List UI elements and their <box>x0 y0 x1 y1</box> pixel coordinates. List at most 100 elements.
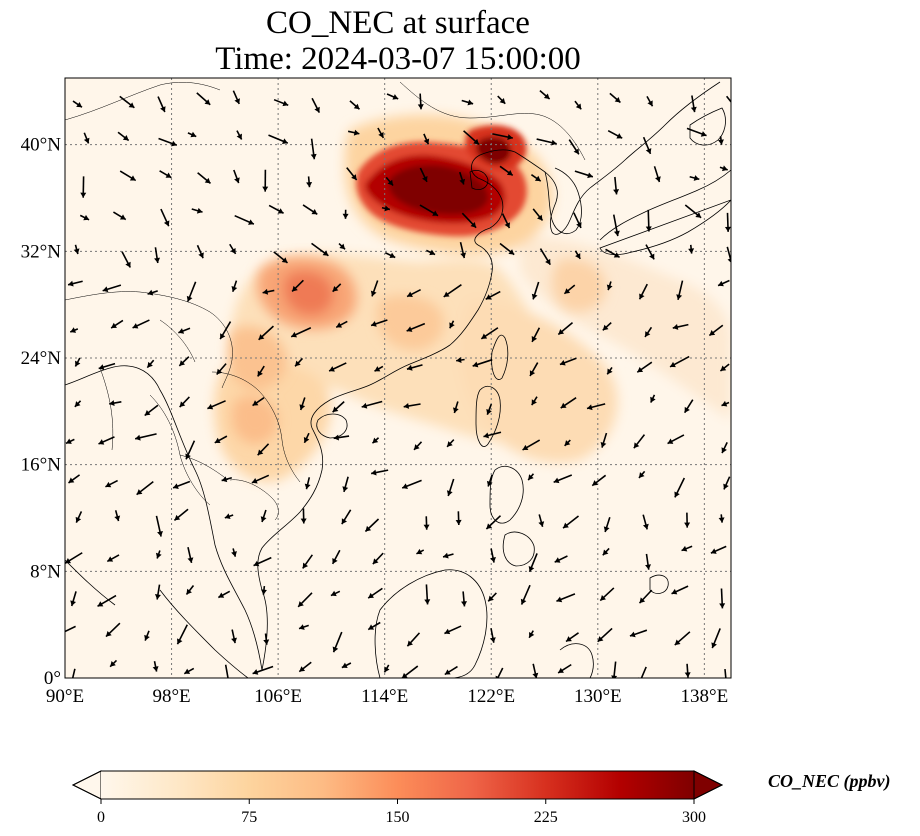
wind-arrow <box>332 631 343 653</box>
wind-arrow <box>185 440 196 460</box>
country-borders <box>65 81 586 521</box>
map-title: CO_NEC at surface <box>266 5 530 41</box>
wind-arrow <box>539 248 551 266</box>
wind-arrow <box>268 204 284 214</box>
lon-tick-label: 122°E <box>467 686 515 707</box>
wind-arrow <box>106 554 120 563</box>
lat-tick-label: 40°N <box>21 135 62 156</box>
wind-arrow <box>486 474 493 487</box>
wind-arrow <box>461 212 477 229</box>
wind-arrow <box>721 442 728 454</box>
wind-arrow <box>178 356 190 367</box>
wind-arrow <box>458 171 466 185</box>
wind-arrow <box>109 659 118 668</box>
colorbar-extend-max <box>693 770 724 800</box>
wind-arrow <box>492 133 513 141</box>
lon-tick-label: 90°E <box>46 686 84 707</box>
wind-arrow <box>178 327 191 334</box>
wind-arrow <box>719 363 730 372</box>
wind-arrow <box>599 587 615 602</box>
wind-arrow <box>574 100 582 110</box>
wind-arrow <box>253 556 272 567</box>
wind-arrow <box>119 95 135 109</box>
wind-arrow <box>159 170 172 179</box>
wind-arrow <box>554 555 568 563</box>
wind-arrow <box>232 90 240 105</box>
wind-arrow <box>586 403 606 411</box>
wind-arrow <box>602 547 610 556</box>
wind-arrow <box>463 130 480 146</box>
wind-arrow <box>487 592 497 602</box>
wind-arrow <box>299 397 306 411</box>
lat-tick-label: 8°N <box>30 561 61 582</box>
wind-arrow <box>497 95 506 105</box>
wind-arrow <box>67 280 83 287</box>
wind-arrow <box>520 584 531 605</box>
coastlines <box>65 81 731 678</box>
wind-arrow <box>674 477 686 498</box>
wind-arrow <box>531 281 540 300</box>
wind-arrow <box>214 435 228 444</box>
wind-arrow <box>216 363 227 376</box>
wind-arrow <box>573 212 582 229</box>
wind-arrow <box>403 403 421 409</box>
wind-arrow <box>490 548 496 563</box>
wind-arrow <box>710 545 727 554</box>
wind-arrow <box>361 400 383 409</box>
wind-arrow <box>311 242 329 257</box>
wind-arrow <box>381 205 391 212</box>
wind-arrow <box>522 439 541 451</box>
wind-arrow <box>446 439 455 448</box>
wind-arrow <box>461 591 468 607</box>
wind-arrow <box>386 93 399 100</box>
wind-arrow <box>472 358 493 368</box>
wind-arrow <box>723 476 731 490</box>
wind-arrow <box>187 547 194 564</box>
wind-arrow <box>371 437 380 444</box>
wind-arrow <box>609 92 621 104</box>
lat-tick-label: 32°N <box>21 241 62 262</box>
wind-arrow <box>342 476 349 493</box>
wind-arrow <box>485 515 502 530</box>
wind-arrow <box>224 664 229 678</box>
wind-arrow <box>377 127 385 139</box>
wind-arrow <box>417 93 424 110</box>
lon-tick-label: 106°E <box>254 686 302 707</box>
wind-arrow <box>231 629 237 644</box>
wind-arrow <box>557 322 574 336</box>
colorbar-label: CO_NEC (ppbv) <box>768 771 891 791</box>
wind-arrow <box>646 95 654 107</box>
wind-arrow <box>341 662 352 669</box>
wind-arrow <box>69 327 79 333</box>
wind-arrow <box>114 510 121 522</box>
wind-arrow <box>461 99 474 106</box>
wind-arrow <box>370 319 388 327</box>
wind-arrow <box>605 248 620 259</box>
wind-arrow <box>559 357 577 366</box>
wind-arrow <box>183 667 195 675</box>
colorbar-tick-label: 0 <box>97 809 105 826</box>
wind-arrow <box>406 632 421 647</box>
wind-arrow <box>347 129 360 136</box>
wind-arrow <box>452 401 459 414</box>
wind-arrow <box>563 284 576 295</box>
wind-arrow <box>536 138 557 146</box>
wind-arrow <box>444 665 458 676</box>
wind-arrow <box>718 514 725 523</box>
wind-arrow <box>251 474 270 484</box>
wind-arrow <box>303 432 310 444</box>
wind-arrow <box>719 165 728 172</box>
wind-arrow <box>306 176 313 188</box>
wind-arrow <box>73 244 80 255</box>
wind-arrow <box>568 139 580 155</box>
wind-arrow <box>629 629 648 638</box>
wind-arrow <box>718 136 724 145</box>
wind-arrow <box>532 208 544 222</box>
wind-arrow <box>176 624 188 645</box>
wind-arrow <box>538 514 545 528</box>
wind-arrow <box>144 404 159 417</box>
wind-arrow <box>364 518 380 533</box>
wind-arrow <box>157 96 166 113</box>
wind-arrow <box>674 631 691 646</box>
longitude-axis: 90°E 98°E 106°E 114°E 122°E 130°E 138°E <box>46 686 728 707</box>
